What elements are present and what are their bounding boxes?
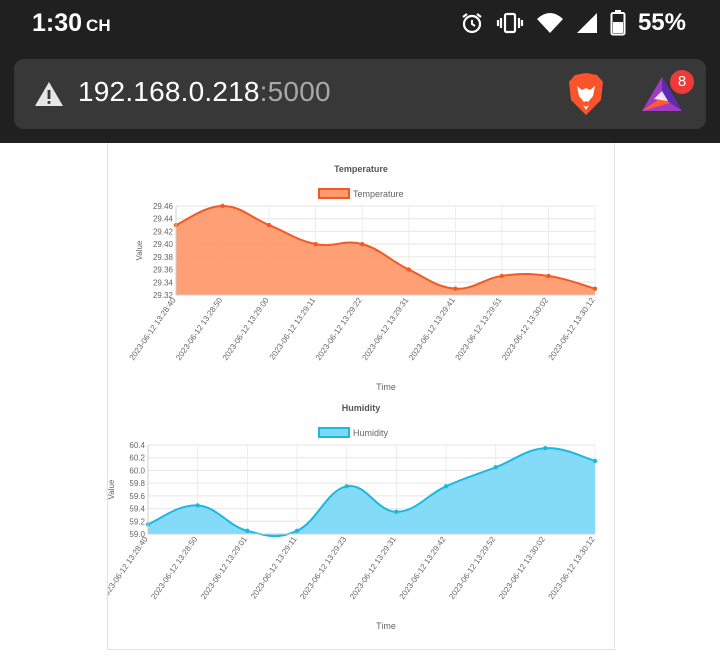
humidity-x-tick-label: 2023-06-12 13:29:01 bbox=[199, 535, 249, 601]
browser-toolbar: 192.168.0.218:5000 8 bbox=[0, 48, 720, 143]
temperature-y-axis-title: Value bbox=[135, 240, 144, 260]
humidity-series-area bbox=[148, 448, 595, 537]
humidity-data-point[interactable] bbox=[543, 445, 548, 451]
temperature-data-point[interactable] bbox=[546, 273, 551, 279]
humidity-y-tick-label: 59.6 bbox=[129, 492, 145, 501]
temperature-y-tick-label: 29.44 bbox=[153, 215, 174, 224]
humidity-data-point[interactable] bbox=[294, 528, 300, 534]
humidity-x-tick-label: 2023-06-12 13:29:42 bbox=[398, 535, 448, 601]
temperature-x-tick-label: 2023-06-12 13:30:02 bbox=[500, 296, 550, 362]
address-bar[interactable]: 192.168.0.218:5000 8 bbox=[14, 59, 706, 129]
humidity-data-point[interactable] bbox=[344, 484, 349, 489]
temperature-y-tick-label: 29.34 bbox=[153, 278, 174, 287]
humidity-series-line bbox=[147, 447, 596, 538]
temperature-data-point[interactable] bbox=[406, 267, 411, 272]
humidity-chart-title: Humidity bbox=[342, 403, 381, 413]
temperature-y-tick-label: 29.38 bbox=[153, 253, 174, 262]
humidity-data-point[interactable] bbox=[195, 503, 200, 508]
humidity-legend-label[interactable]: Humidity bbox=[353, 428, 389, 438]
temperature-data-point[interactable] bbox=[220, 203, 225, 209]
humidity-y-tick-label: 60.4 bbox=[129, 441, 145, 450]
temperature-y-tick-label: 29.36 bbox=[153, 266, 174, 275]
humidity-y-tick-label: 59.2 bbox=[129, 517, 145, 526]
humidity-data-point[interactable] bbox=[394, 509, 399, 514]
humidity-x-axis-title: Time bbox=[376, 621, 396, 631]
status-icons: 55% bbox=[460, 9, 686, 37]
page-content: Temperature Temperature 29.46 29.44 29.42 29.… bbox=[0, 143, 720, 660]
temperature-x-tick-label: 2023-06-12 13:29:31 bbox=[360, 296, 410, 362]
battery-icon bbox=[610, 10, 626, 36]
signal-icon bbox=[576, 13, 597, 33]
temperature-x-tick-label: 2023-06-12 13:29:11 bbox=[268, 296, 318, 362]
temperature-x-tick-label: 2023-06-12 13:29:51 bbox=[454, 296, 504, 362]
status-clock: 1:30 CH bbox=[32, 9, 111, 38]
temperature-data-point[interactable] bbox=[360, 241, 365, 247]
humidity-chart: Humidity Humidity 60.4 60.2 60.0 59.8 59.6 59.4… bbox=[108, 403, 598, 631]
temperature-data-point[interactable] bbox=[266, 222, 272, 228]
temperature-x-tick-label: 2023-06-12 13:30:12 bbox=[547, 296, 597, 362]
humidity-x-tick-label: 2023-06-12 13:29:23 bbox=[298, 535, 348, 601]
temperature-data-point[interactable] bbox=[453, 286, 458, 291]
temperature-x-tick-label: 2023-06-12 13:29:22 bbox=[314, 296, 364, 362]
brave-rewards-icon[interactable] bbox=[640, 71, 684, 115]
status-time-suffix: CH bbox=[86, 16, 111, 35]
temperature-y-tick-label: 29.42 bbox=[153, 227, 174, 236]
rewards-badge: 8 bbox=[670, 70, 694, 94]
humidity-y-tick-label: 59.4 bbox=[129, 505, 145, 514]
temperature-chart-title: Temperature bbox=[334, 164, 388, 174]
temperature-x-tick-label: 2023-06-12 13:28:40 bbox=[128, 296, 178, 362]
humidity-legend-swatch[interactable] bbox=[318, 427, 350, 438]
temperature-x-tick-label: 2023-06-12 13:29:41 bbox=[407, 296, 457, 362]
warning-icon[interactable] bbox=[34, 81, 64, 107]
status-bar: 1:30 CH 55% bbox=[0, 0, 720, 48]
humidity-y-tick-label: 59.0 bbox=[129, 530, 145, 539]
temperature-series-line bbox=[175, 204, 596, 290]
battery-percentage: 55% bbox=[637, 9, 686, 36]
humidity-data-point[interactable] bbox=[245, 528, 250, 534]
temperature-series-area bbox=[176, 206, 595, 295]
temperature-chart: Temperature Temperature 29.46 29.44 29.42 29.… bbox=[128, 164, 598, 392]
temperature-x-tick-label: 2023-06-12 13:29:00 bbox=[221, 296, 271, 362]
humidity-x-tick-label: 2023-06-12 13:29:11 bbox=[249, 535, 299, 601]
temperature-data-point[interactable] bbox=[499, 273, 505, 279]
temperature-y-tick-label: 29.32 bbox=[153, 291, 174, 300]
temperature-data-point[interactable] bbox=[592, 286, 598, 291]
humidity-y-tick-label: 59.8 bbox=[129, 479, 145, 488]
humidity-x-tick-label: 2023-06-12 13:29:31 bbox=[348, 535, 398, 601]
temperature-x-tick-label: 2023-06-12 13:28:50 bbox=[174, 296, 224, 362]
vibrate-icon bbox=[496, 12, 524, 34]
url-port: :5000 bbox=[259, 76, 331, 107]
charts-card: Temperature Temperature 29.46 29.44 29.42 29.… bbox=[107, 143, 615, 650]
humidity-y-tick-label: 60.2 bbox=[129, 454, 145, 463]
url-text[interactable]: 192.168.0.218:5000 bbox=[78, 76, 331, 108]
temperature-y-tick-label: 29.46 bbox=[153, 202, 174, 211]
alarm-icon bbox=[462, 13, 482, 34]
humidity-x-tick-label: 2023-06-12 13:30:12 bbox=[547, 535, 597, 601]
temperature-data-point[interactable] bbox=[313, 241, 318, 247]
humidity-x-tick-label: 2023-06-12 13:29:52 bbox=[447, 535, 497, 601]
humidity-y-tick-label: 60.0 bbox=[129, 466, 145, 475]
status-time: 1:30 bbox=[32, 9, 83, 37]
humidity-y-axis-title: Value bbox=[108, 479, 116, 499]
humidity-data-point[interactable] bbox=[592, 458, 598, 464]
temperature-legend-swatch[interactable] bbox=[318, 188, 350, 199]
humidity-x-tick-label: 2023-06-12 13:30:02 bbox=[497, 535, 547, 601]
temperature-y-tick-label: 29.40 bbox=[153, 240, 174, 249]
humidity-data-point[interactable] bbox=[493, 465, 498, 470]
humidity-x-tick-label: 2023-06-12 13:28:50 bbox=[149, 535, 199, 601]
wifi-icon bbox=[536, 13, 563, 33]
humidity-data-point[interactable] bbox=[443, 484, 449, 489]
temperature-legend-label[interactable]: Temperature bbox=[353, 189, 404, 199]
temperature-x-axis-title: Time bbox=[376, 382, 396, 392]
brave-lion-icon[interactable] bbox=[566, 72, 606, 116]
url-host: 192.168.0.218 bbox=[78, 76, 260, 107]
humidity-x-tick-label: 2023-06-12 13:28:40 bbox=[108, 535, 150, 601]
